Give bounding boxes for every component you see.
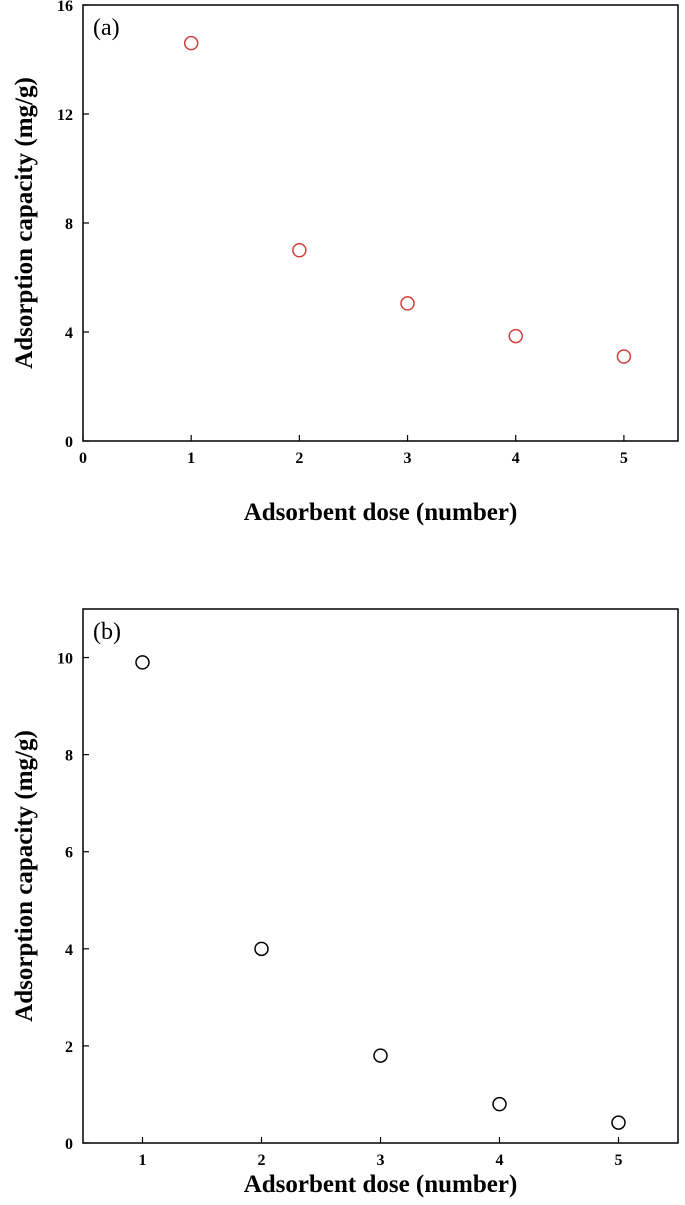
y-tick-label: 16 [57,0,73,15]
y-tick-label: 0 [65,434,73,451]
x-tick-label: 1 [139,1152,147,1169]
x-tick-label: 3 [404,450,412,467]
y-tick-label: 0 [65,1136,73,1153]
data-point [373,1048,388,1063]
data-point [292,243,307,258]
data-point [254,941,269,957]
y-tick-label: 12 [57,107,73,124]
x-tick-label: 3 [377,1152,385,1169]
x-tick-label: 2 [295,450,303,467]
x-tick-label: 0 [79,450,87,467]
x-tick-label: 4 [512,450,520,467]
data-point [611,1115,626,1130]
x-axis-title: Adsorbent dose (number) [244,499,518,526]
y-tick-label: 8 [65,216,73,233]
x-tick-label: 2 [258,1152,266,1169]
y-tick-label: 10 [57,651,73,668]
plot-frame [82,608,679,1144]
data-point [508,328,523,344]
x-tick-label: 4 [496,1152,504,1169]
data-point [616,349,632,364]
x-tick-label: 5 [615,1152,623,1169]
x-axis-title: Adsorbent dose (number) [244,1171,518,1198]
y-tick-label: 4 [65,942,73,959]
x-tick-label: 5 [620,450,628,467]
y-tick-label: 8 [65,748,73,765]
y-axis-title: Adsorption capacity (mg/g) [11,77,38,369]
y-tick-label: 2 [65,1039,73,1056]
x-tick-label: 1 [187,450,195,467]
plot-frame [82,4,679,442]
data-point [400,296,415,311]
chart-panel-b: 1 2 3 4 5 0 2 4 6 8 10 Adsorbent dose (number) Adsor… [11,608,679,1198]
data-point [135,655,150,670]
data-point [183,35,199,51]
y-tick-label: 6 [65,845,73,862]
y-axis-title: Adsorption capacity (mg/g) [11,730,38,1022]
y-tick-label: 4 [65,325,73,342]
panel-label: (a) [93,15,120,41]
panel-label: (b) [93,619,121,645]
data-point [492,1096,507,1112]
